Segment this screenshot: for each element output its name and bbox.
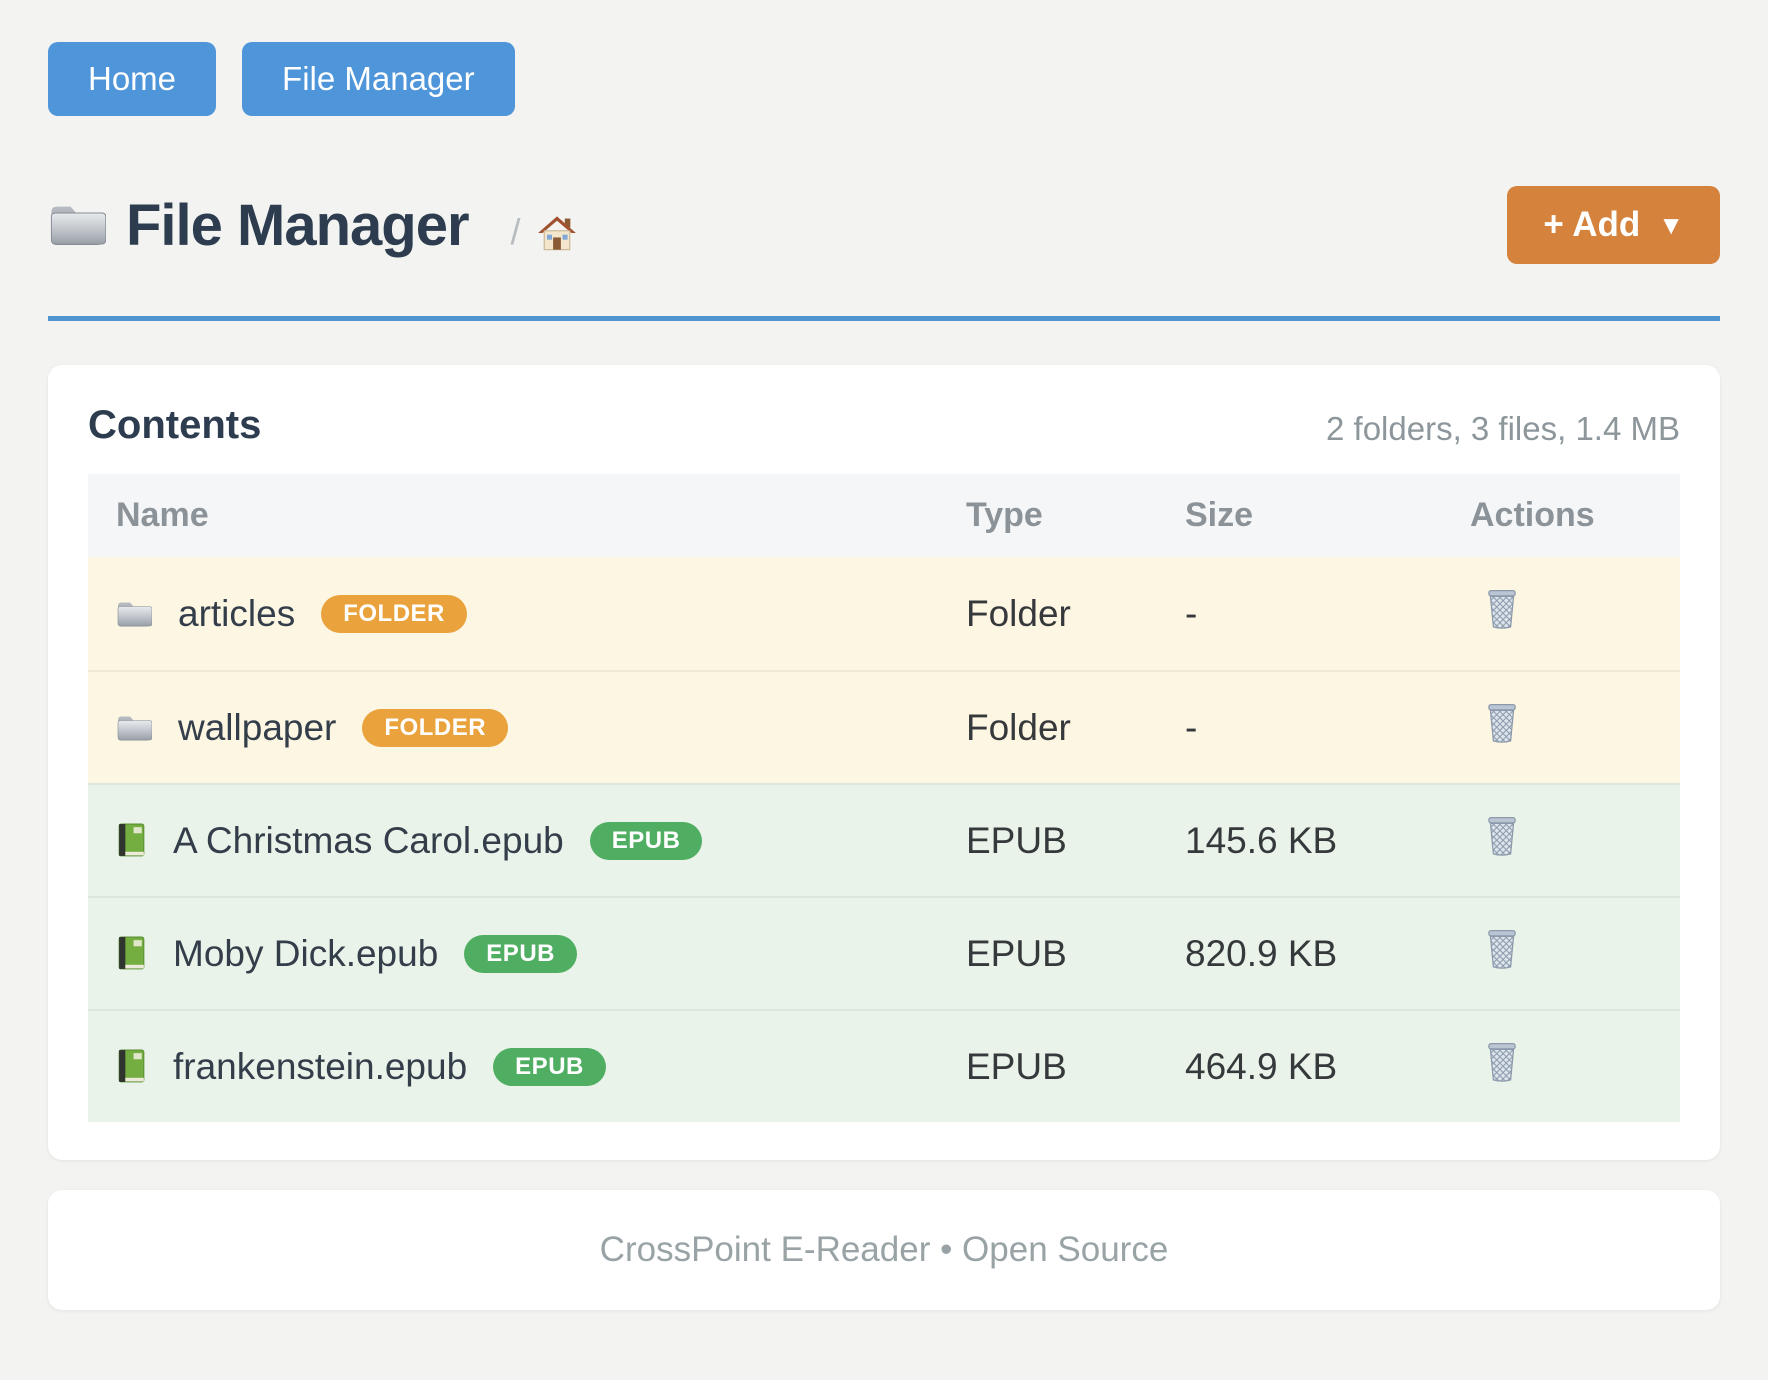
size-cell: - [1185,706,1198,748]
type-cell: EPUB [966,819,1067,861]
add-button-label: + Add [1543,205,1641,244]
house-icon[interactable] [537,214,577,252]
file-table: Name Type Size Actions [88,474,1680,1122]
type-cell: EPUB [966,1045,1067,1087]
actions-cell [1470,588,1680,639]
chevron-down-icon: ▼ [1658,209,1684,240]
trash-icon [1484,588,1520,630]
type-badge: EPUB [589,821,703,860]
add-button[interactable]: + Add ▼ [1507,186,1720,264]
table-body: articles FOLDER Folder - [88,557,1680,1122]
file-link[interactable]: A Christmas Carol.epub [116,820,564,862]
folder-icon [116,713,152,743]
contents-summary: 2 folders, 3 files, 1.4 MB [1326,410,1680,447]
page-title: File Manager [126,192,470,258]
file-name: Moby Dick.epub [173,932,439,974]
page: Home File Manager File Manager / [48,0,1720,1310]
type-badge: EPUB [464,934,577,973]
contents-card-header: Contents 2 folders, 3 files, 1.4 MB [88,403,1680,448]
delete-button[interactable] [1484,815,1520,857]
type-cell: EPUB [966,932,1067,974]
file-link[interactable]: wallpaper [116,707,336,749]
table-row: frankenstein.epub EPUB EPUB 464.9 KB [88,1009,1680,1122]
table-row: A Christmas Carol.epub EPUB EPUB 145.6 K… [88,783,1680,896]
trash-icon [1484,815,1520,857]
column-header-name: Name [116,496,209,534]
type-badge: FOLDER [321,594,467,633]
delete-button[interactable] [1484,1041,1520,1083]
nav-home-button[interactable]: Home [48,42,217,116]
breadcrumb-separator: / [510,211,521,252]
name-cell: A Christmas Carol.epub EPUB [116,820,966,862]
footer: CrossPoint E-Reader • Open Source [48,1190,1720,1310]
file-link[interactable]: articles [116,593,295,635]
size-cell: 464.9 KB [1185,1045,1338,1087]
file-name: frankenstein.epub [173,1045,468,1087]
delete-button[interactable] [1484,928,1520,970]
book-icon [116,1048,147,1085]
top-nav: Home File Manager [48,0,1720,116]
footer-text: CrossPoint E-Reader • Open Source [599,1230,1169,1269]
size-cell: - [1185,592,1198,634]
name-cell: Moby Dick.epub EPUB [116,933,966,975]
book-icon [116,935,147,972]
actions-cell [1470,702,1680,753]
page-header: File Manager / + Add ▼ [48,186,1720,264]
file-link[interactable]: frankenstein.epub [116,1046,467,1088]
file-name: wallpaper [178,706,337,748]
trash-icon [1484,702,1520,744]
folder-icon [116,599,152,629]
delete-button[interactable] [1484,702,1520,744]
file-link[interactable]: Moby Dick.epub [116,933,438,975]
column-header-size: Size [1185,496,1254,534]
size-cell: 145.6 KB [1185,819,1338,861]
file-name: A Christmas Carol.epub [173,819,564,861]
column-header-actions: Actions [1470,496,1595,534]
size-cell: 820.9 KB [1185,932,1338,974]
name-cell: articles FOLDER [116,593,966,635]
breadcrumb[interactable] [537,214,577,252]
name-cell: frankenstein.epub EPUB [116,1046,966,1088]
table-header-row: Name Type Size Actions [88,474,1680,557]
name-cell: wallpaper FOLDER [116,707,966,749]
table-row: wallpaper FOLDER Folder - [88,670,1680,783]
trash-icon [1484,928,1520,970]
type-cell: Folder [966,706,1071,748]
table-row: articles FOLDER Folder - [88,557,1680,670]
title-group: File Manager / [48,192,577,259]
actions-cell [1470,1041,1680,1092]
file-name: articles [178,592,296,634]
actions-cell [1470,928,1680,979]
title-divider [48,316,1720,321]
folder-icon [48,201,106,249]
delete-button[interactable] [1484,588,1520,630]
nav-file-manager-button[interactable]: File Manager [242,42,515,116]
type-cell: Folder [966,592,1071,634]
type-badge: FOLDER [362,708,509,747]
table-row: Moby Dick.epub EPUB EPUB 820.9 KB [88,896,1680,1009]
contents-card: Contents 2 folders, 3 files, 1.4 MB Name… [48,365,1720,1160]
contents-heading: Contents [88,403,262,447]
book-icon [116,822,147,859]
actions-cell [1470,815,1680,866]
type-badge: EPUB [493,1047,606,1086]
trash-icon [1484,1041,1520,1083]
column-header-type: Type [966,496,1043,534]
